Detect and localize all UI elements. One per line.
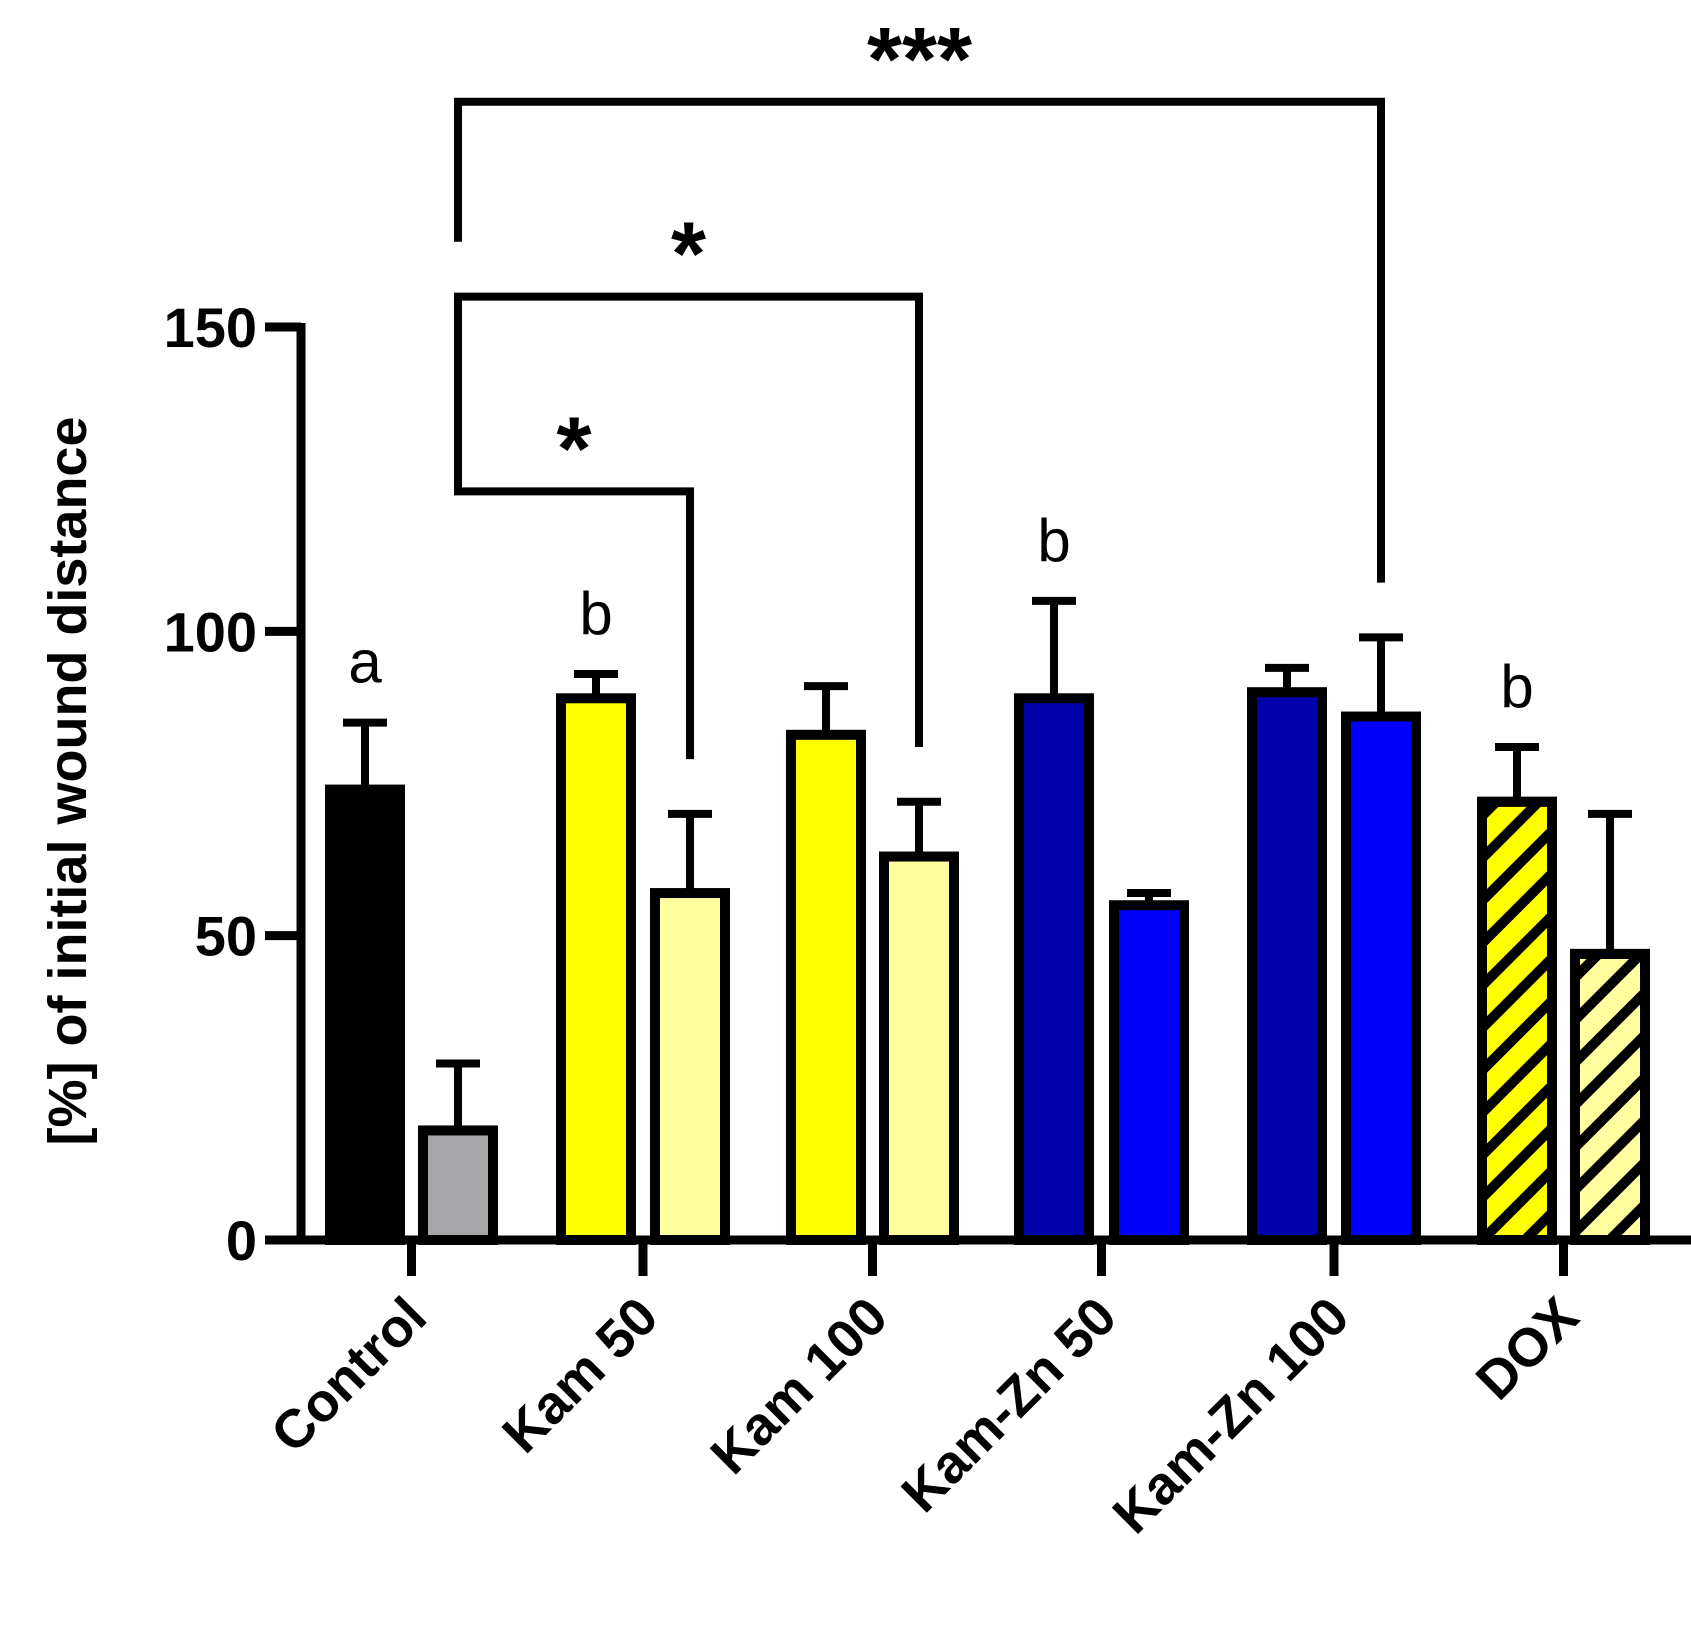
- x-tick-label-3: Kam 100: [699, 1286, 899, 1486]
- x-tick-label-5: Kam-Zn 100: [1102, 1286, 1361, 1545]
- y-axis-label: [%] of initial wound distance: [38, 417, 98, 1146]
- bar-9: [1247, 687, 1327, 1245]
- x-tick-label-4: Kam-Zn 50: [890, 1286, 1128, 1524]
- group-letter-2: b: [579, 580, 612, 647]
- significance-label-3: ***: [867, 10, 972, 110]
- y-tick-label-100: 100: [164, 600, 257, 663]
- group-letter-4: b: [1500, 653, 1533, 720]
- bar-7: [1014, 693, 1094, 1245]
- bar-hatch-12: [1570, 948, 1650, 1246]
- group-letter-1: a: [348, 629, 382, 696]
- significance-label-1: *: [556, 399, 591, 499]
- y-tick-label-150: 150: [164, 296, 257, 359]
- bar-8: [1109, 900, 1189, 1245]
- bar-6: [879, 851, 959, 1245]
- significance-bracket-1: [454, 418, 694, 760]
- bar-5: [786, 729, 866, 1245]
- bar-2: [418, 1125, 498, 1245]
- y-tick-label-0: 0: [226, 1209, 257, 1272]
- x-tick-label-2: Kam 50: [491, 1286, 669, 1464]
- group-letter-3: b: [1037, 507, 1070, 574]
- bar-3: [556, 693, 636, 1245]
- bar-10: [1341, 711, 1421, 1245]
- bar-hatch-11: [1477, 796, 1557, 1245]
- y-tick-label-50: 50: [195, 905, 257, 968]
- significance-label-2: *: [671, 205, 706, 305]
- x-tick-label-1: Control: [260, 1286, 438, 1464]
- significance-bracket-3: [454, 97, 1385, 583]
- bar-4: [650, 888, 730, 1245]
- x-tick-label-6: DOX: [1465, 1286, 1590, 1411]
- bar-1: [325, 784, 405, 1245]
- significance-bracket-2: [454, 292, 923, 747]
